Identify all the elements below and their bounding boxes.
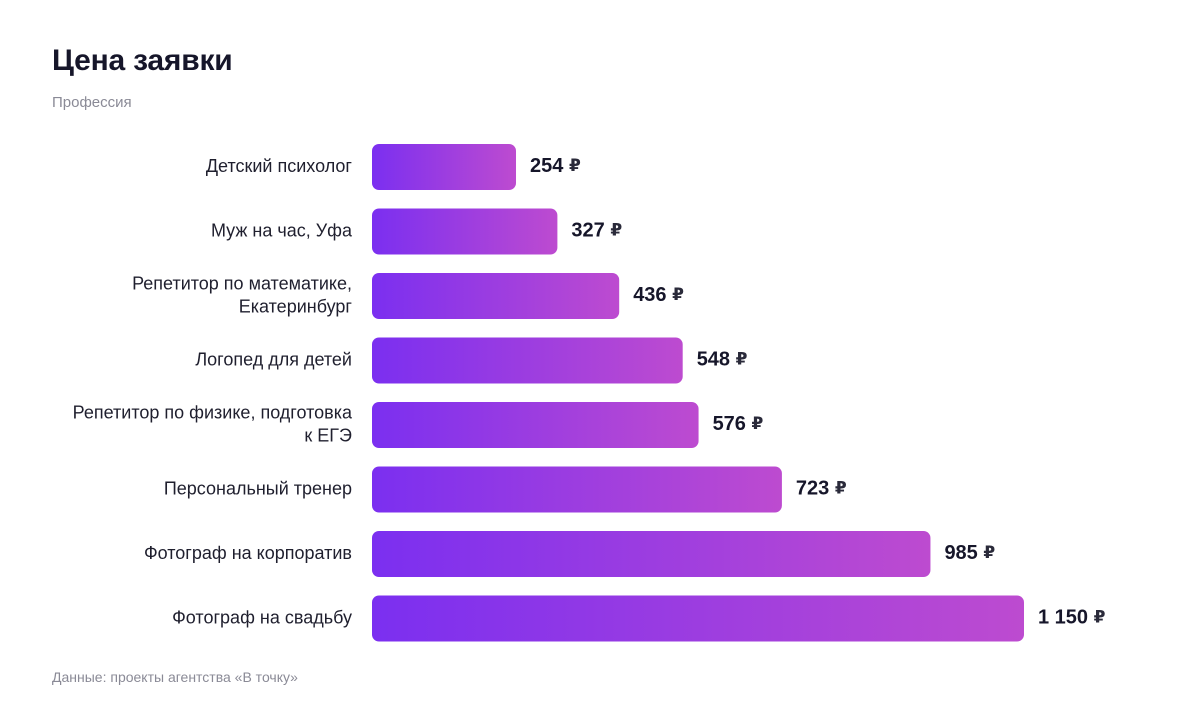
category-label: Персональный тренер [164, 478, 352, 498]
value-label: 327 ₽ [571, 220, 622, 242]
chart-subtitle: Профессия [52, 94, 132, 111]
value-label: 576 ₽ [713, 413, 764, 435]
value-label: 436 ₽ [633, 284, 684, 306]
value-label: 1 150 ₽ [1038, 607, 1106, 629]
category-label: Детский психолог [206, 156, 353, 176]
bar [372, 595, 1024, 642]
bar [372, 273, 620, 319]
category-label: Фотограф на корпоратив [144, 543, 352, 563]
value-label: 985 ₽ [944, 542, 995, 564]
bar [372, 531, 931, 577]
category-label: Фотограф на свадьбу [172, 607, 352, 627]
chart-source-note: Данные: проекты агентства «В точку» [52, 669, 298, 685]
value-label: 723 ₽ [796, 478, 847, 500]
category-label: Репетитор по математике, Екатеринбург [132, 273, 352, 316]
category-label: Муж на час, Уфа [211, 220, 353, 240]
bars-group: Детский психолог 254 ₽ Муж на час, Уфа 327 … [73, 144, 1106, 642]
chart-title: Цена заявки [52, 44, 233, 77]
category-label: Логопед для детей [195, 349, 352, 369]
bar [372, 337, 683, 384]
bar [372, 466, 782, 513]
value-label: 254 ₽ [530, 155, 581, 177]
bar [372, 208, 558, 255]
value-label: 548 ₽ [697, 349, 748, 371]
bar [372, 144, 517, 190]
category-label: Репетитор по физике, подготовка к ЕГЭ [73, 402, 353, 445]
bar [372, 402, 699, 448]
